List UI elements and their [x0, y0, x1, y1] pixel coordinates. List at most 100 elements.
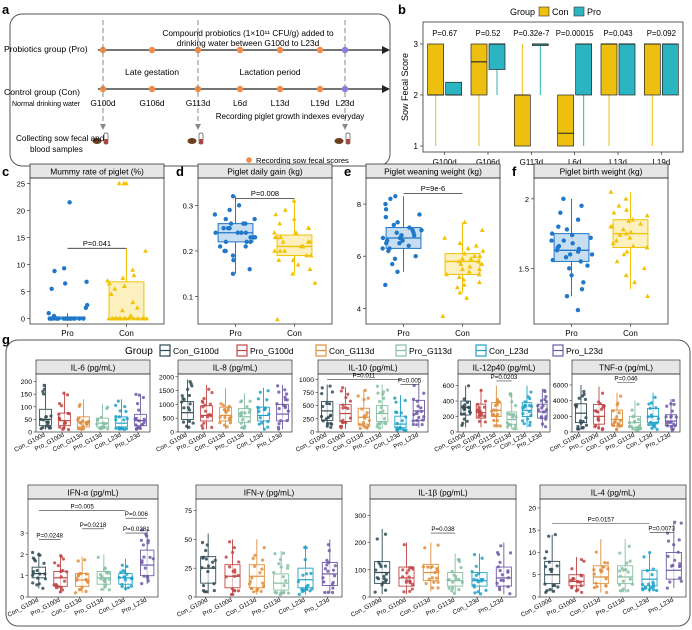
data-point: [250, 576, 254, 580]
facet-title: Mummy rate of piglet (%): [50, 167, 144, 177]
data-point: [46, 421, 50, 426]
data-point: [481, 577, 485, 582]
cytokine-facet: TNF-α (pg/mL)0200040006000Con_G100dPro_G…: [549, 359, 681, 454]
data-point: [617, 583, 622, 587]
data-point: [549, 569, 554, 574]
x-tick-label: L6d: [568, 158, 581, 167]
data-point: [332, 574, 337, 578]
pvalue-label: P=0.092: [647, 29, 676, 38]
data-point: [356, 394, 360, 398]
data-point: [611, 409, 615, 413]
data-point: [392, 256, 398, 262]
box-iqr: [297, 567, 314, 589]
data-point: [49, 414, 53, 418]
data-point: [273, 552, 277, 556]
data-point: [406, 243, 411, 248]
data-point: [341, 421, 345, 425]
data-point: [410, 587, 414, 591]
data-point: [630, 243, 636, 248]
data-point: [415, 399, 419, 403]
data-point: [651, 567, 655, 571]
data-point: [239, 413, 243, 417]
data-point: [380, 583, 384, 587]
timepoint-label: L19d: [311, 98, 330, 108]
data-point: [508, 551, 513, 555]
data-point: [221, 403, 225, 407]
data-point: [41, 392, 46, 396]
data-point: [397, 240, 402, 246]
data-point: [103, 585, 107, 589]
data-point: [291, 198, 297, 203]
x-tick-label: Pro: [61, 329, 74, 338]
data-point: [146, 579, 150, 583]
data-point: [506, 576, 511, 580]
data-point: [181, 397, 185, 401]
data-point: [277, 562, 281, 566]
data-point: [408, 580, 412, 584]
data-point: [84, 279, 89, 285]
data-point: [328, 414, 332, 418]
data-point: [260, 567, 264, 571]
data-point: [450, 589, 454, 593]
data-point: [375, 425, 379, 429]
data-point: [229, 415, 233, 419]
data-point: [131, 272, 137, 278]
data-point: [496, 552, 501, 557]
data-point: [363, 416, 367, 420]
data-point: [477, 279, 482, 285]
data-point: [669, 420, 673, 424]
data-point: [644, 244, 650, 250]
data-point: [253, 564, 257, 568]
data-point: [395, 428, 399, 432]
data-point: [100, 587, 104, 592]
data-point: [137, 408, 141, 412]
data-point: [676, 550, 680, 554]
data-point: [77, 427, 81, 431]
data-point: [637, 417, 641, 422]
sampling-note-line1: Collecting sow fecal and: [16, 134, 105, 143]
data-point: [462, 417, 466, 421]
data-point: [630, 408, 634, 412]
facet-title: Piglet weaning weight (kg): [384, 167, 482, 177]
data-point: [77, 316, 82, 321]
data-point: [65, 393, 70, 397]
data-point: [146, 576, 150, 580]
data-point: [544, 395, 548, 399]
data-point: [664, 415, 668, 419]
data-point: [278, 234, 284, 240]
data-point: [348, 416, 353, 420]
data-point: [375, 576, 379, 580]
data-point: [122, 575, 126, 579]
data-point: [479, 413, 484, 417]
data-point: [544, 400, 548, 404]
data-point: [461, 251, 467, 256]
data-point: [384, 579, 388, 583]
pro-timepoint-dot: [148, 46, 156, 54]
data-point: [227, 225, 232, 231]
data-point: [615, 415, 619, 419]
data-point: [505, 425, 510, 429]
data-point: [653, 395, 657, 399]
y-tick-label: 0: [20, 595, 24, 602]
data-point: [233, 574, 237, 578]
data-point: [454, 284, 460, 290]
data-point: [131, 315, 137, 321]
data-point: [630, 217, 636, 222]
comparison-pvalue: P=0.008: [251, 189, 279, 198]
y-tick-label: 200: [443, 414, 455, 421]
data-point: [284, 579, 288, 583]
data-point: [45, 424, 49, 428]
data-point: [402, 543, 406, 547]
data-point: [119, 307, 125, 313]
data-point: [627, 235, 633, 240]
data-point: [275, 402, 279, 406]
data-point: [224, 555, 228, 559]
data-point: [430, 576, 434, 580]
data-point: [375, 384, 380, 388]
data-point: [201, 556, 205, 560]
con-group-label: Control group (Con): [4, 87, 80, 97]
y-tick-label: 150: [21, 392, 33, 399]
data-point: [472, 553, 477, 557]
data-point: [383, 564, 388, 568]
timepoint-label: G106d: [139, 98, 164, 108]
